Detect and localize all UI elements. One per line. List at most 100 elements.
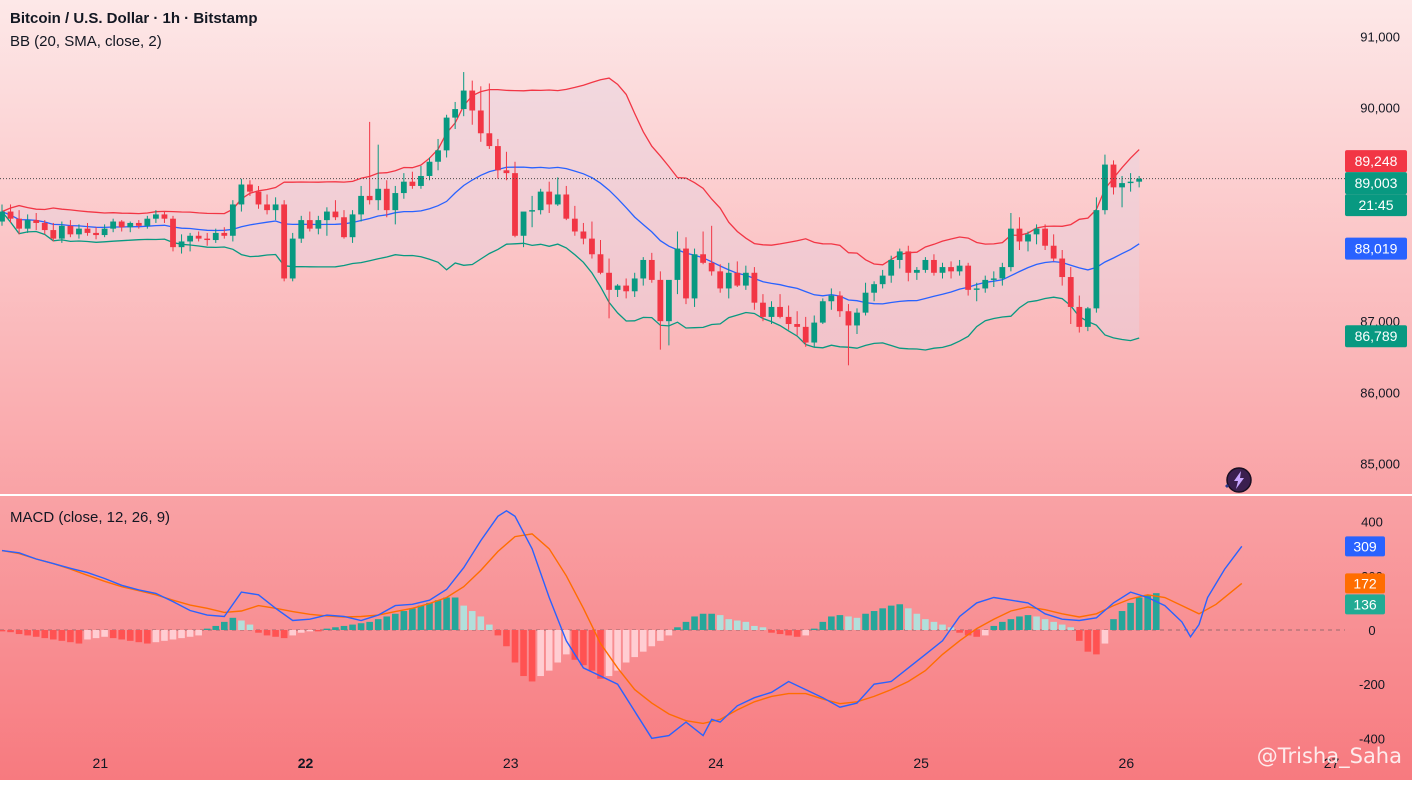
macd-histogram-bar[interactable] (101, 630, 108, 637)
candle-body[interactable] (580, 231, 587, 239)
candle-body[interactable] (700, 254, 706, 263)
macd-histogram-bar[interactable] (186, 630, 194, 637)
macd-histogram-bar[interactable] (272, 630, 279, 637)
candle-body[interactable] (58, 225, 65, 239)
macd-histogram-bar[interactable] (41, 630, 49, 639)
macd-histogram-bar[interactable] (1041, 619, 1049, 630)
macd-pane[interactable] (0, 509, 1345, 740)
candle-body[interactable] (965, 265, 972, 290)
macd-histogram-bar[interactable] (605, 630, 613, 677)
candle-body[interactable] (777, 306, 783, 317)
bb-upper-line[interactable] (1, 77, 1140, 266)
macd-histogram-bar[interactable] (973, 630, 980, 637)
macd-histogram-bar[interactable] (144, 630, 151, 644)
candle-body[interactable] (999, 267, 1006, 279)
candle-body[interactable] (631, 278, 638, 292)
candle-body[interactable] (819, 301, 826, 323)
macd-histogram-bar[interactable] (665, 630, 673, 636)
macd-histogram-bar[interactable] (126, 630, 134, 641)
macd-histogram-bar[interactable] (297, 630, 305, 633)
macd-histogram-bar[interactable] (366, 621, 373, 630)
macd-histogram-bar[interactable] (708, 613, 715, 630)
macd-histogram-bar[interactable] (657, 630, 664, 641)
candle-body[interactable] (306, 220, 313, 229)
candle-body[interactable] (289, 238, 296, 279)
macd-histogram-bar[interactable] (1110, 619, 1117, 630)
candle-body[interactable] (794, 324, 801, 327)
candle-body[interactable] (708, 262, 715, 272)
candle-body[interactable] (725, 272, 732, 289)
macd-histogram-bar[interactable] (725, 619, 733, 630)
candle-body[interactable] (33, 220, 40, 223)
macd-histogram-bar[interactable] (520, 630, 527, 677)
candle-body[interactable] (212, 232, 219, 241)
macd-histogram-bar[interactable] (879, 608, 886, 630)
macd-histogram-bar[interactable] (1076, 630, 1083, 641)
macd-histogram-bar[interactable] (981, 630, 989, 636)
macd-histogram-bar[interactable] (409, 608, 416, 630)
candle-body[interactable] (247, 184, 253, 192)
macd-histogram-bar[interactable] (691, 616, 698, 630)
candle-body[interactable] (127, 222, 134, 228)
candle-body[interactable] (811, 322, 818, 343)
candle-body[interactable] (161, 214, 168, 219)
macd-histogram-bar[interactable] (400, 611, 408, 630)
candle-body[interactable] (281, 204, 288, 279)
macd-histogram-bar[interactable] (588, 630, 596, 671)
macd-histogram-bar[interactable] (648, 630, 656, 647)
macd-histogram-bar[interactable] (853, 617, 861, 630)
macd-histogram-bar[interactable] (1118, 611, 1126, 630)
macd-histogram-bar[interactable] (785, 630, 792, 636)
candle-body[interactable] (400, 181, 407, 194)
macd-histogram-bar[interactable] (999, 621, 1006, 630)
macd-histogram-bar[interactable] (674, 627, 681, 630)
macd-histogram-bar[interactable] (913, 613, 921, 630)
macd-histogram-bar[interactable] (135, 630, 143, 643)
macd-histogram-bar[interactable] (793, 630, 801, 637)
candle-body[interactable] (195, 235, 202, 239)
macd-badge[interactable] (1345, 594, 1385, 615)
candle-body[interactable] (418, 175, 424, 186)
candle-body[interactable] (837, 295, 843, 312)
candle-body[interactable] (751, 272, 758, 303)
macd-histogram-bar[interactable] (554, 630, 562, 663)
macd-histogram-bar[interactable] (545, 630, 553, 671)
macd-histogram-bar[interactable] (768, 630, 775, 633)
candle-body[interactable] (717, 271, 724, 289)
macd-histogram-bar[interactable] (716, 615, 724, 630)
macd-histogram-bar[interactable] (263, 630, 271, 636)
macd-histogram-bar[interactable] (1135, 597, 1143, 631)
candle-body[interactable] (973, 288, 980, 290)
macd-histogram-bar[interactable] (922, 619, 929, 630)
macd-histogram-bar[interactable] (1033, 616, 1040, 630)
candle-body[interactable] (366, 195, 373, 201)
candle-body[interactable] (460, 90, 467, 110)
candle-body[interactable] (571, 218, 578, 232)
macd-histogram-bar[interactable] (289, 630, 296, 636)
candle-body[interactable] (178, 241, 185, 248)
candle-body[interactable] (238, 184, 245, 205)
candle-body[interactable] (1110, 164, 1117, 188)
candle-body[interactable] (802, 326, 809, 343)
bb-basis-line[interactable] (1, 166, 1140, 305)
macd-histogram-bar[interactable] (340, 625, 348, 630)
macd-histogram-bar[interactable] (622, 630, 630, 663)
macd-histogram-bar[interactable] (332, 627, 339, 630)
candle-body[interactable] (409, 181, 416, 186)
candle-body[interactable] (948, 267, 954, 272)
macd-histogram-bar[interactable] (1093, 630, 1100, 655)
candle-body[interactable] (1102, 164, 1108, 211)
candle-body[interactable] (24, 220, 31, 229)
macd-histogram-bar[interactable] (990, 625, 998, 630)
candle-body[interactable] (1042, 228, 1048, 246)
candle-body[interactable] (392, 193, 399, 211)
macd-histogram-bar[interactable] (109, 630, 117, 639)
candle-body[interactable] (358, 195, 364, 215)
candle-body[interactable] (546, 191, 553, 205)
macd-histogram-bar[interactable] (152, 630, 160, 643)
candle-body[interactable] (1067, 277, 1074, 307)
macd-histogram-bar[interactable] (67, 630, 74, 643)
macd-histogram-bar[interactable] (802, 630, 809, 636)
candle-body[interactable] (785, 316, 792, 325)
